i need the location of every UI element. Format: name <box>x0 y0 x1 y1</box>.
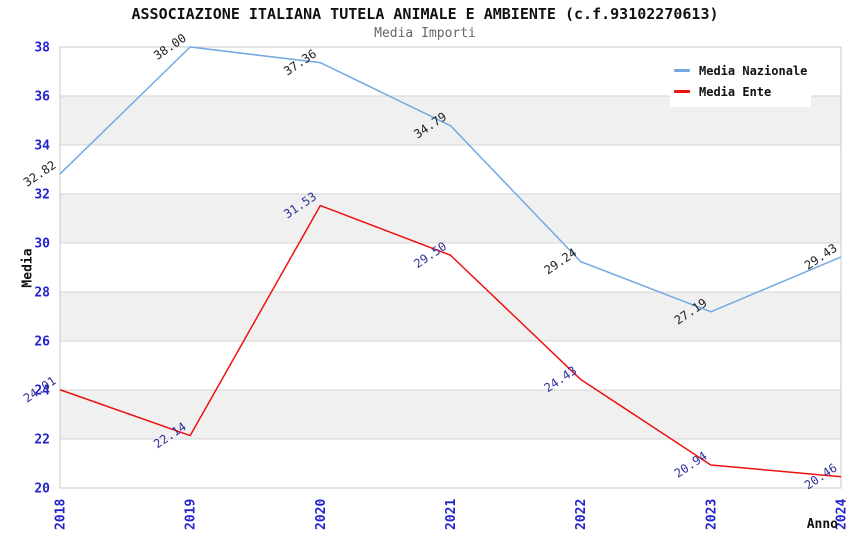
y-tick-label: 36 <box>34 90 50 105</box>
x-tick-label: 2021 <box>444 499 459 530</box>
y-tick-label: 22 <box>34 433 50 448</box>
y-tick-label: 38 <box>34 41 50 56</box>
legend-swatch-nazionale-icon <box>674 69 690 72</box>
legend: Media Nazionale Media Ente <box>670 55 811 107</box>
legend-item-ente: Media Ente <box>674 85 811 99</box>
y-tick-label: 34 <box>34 139 50 154</box>
point-label: 32.82 <box>21 158 59 190</box>
x-tick-label: 2019 <box>184 499 199 530</box>
legend-item-nazionale: Media Nazionale <box>674 64 811 78</box>
y-tick-label: 26 <box>34 335 50 350</box>
y-tick-label: 20 <box>34 482 50 497</box>
point-label: 24.01 <box>21 374 59 406</box>
y-tick-label: 24 <box>34 384 50 399</box>
y-tick-label: 28 <box>34 286 50 301</box>
series-line-media-nazionale <box>59 46 842 313</box>
point-label: 29.24 <box>542 246 580 278</box>
x-tick-label: 2024 <box>835 499 850 530</box>
series-line-media-ente <box>59 204 842 478</box>
point-label: 29.50 <box>411 239 449 271</box>
x-tick-label: 2022 <box>574 499 589 530</box>
x-tick-label: 2018 <box>54 499 69 530</box>
legend-label: Media Nazionale <box>699 63 808 78</box>
chart-subtitle: Media Importi <box>374 26 476 41</box>
chart-title: ASSOCIAZIONE ITALIANA TUTELA ANIMALE E A… <box>131 5 719 23</box>
legend-swatch-ente-icon <box>674 90 690 93</box>
y-axis-title: Media <box>20 248 36 288</box>
point-label: 20.94 <box>672 449 710 481</box>
y-tick-label: 30 <box>34 237 50 252</box>
x-tick-label: 2023 <box>704 499 719 530</box>
legend-label: Media Ente <box>699 84 772 99</box>
point-label: 29.43 <box>802 241 840 273</box>
x-axis-title: Anno <box>806 517 838 532</box>
y-tick-label: 32 <box>34 188 50 203</box>
x-tick-label: 2020 <box>314 499 329 530</box>
